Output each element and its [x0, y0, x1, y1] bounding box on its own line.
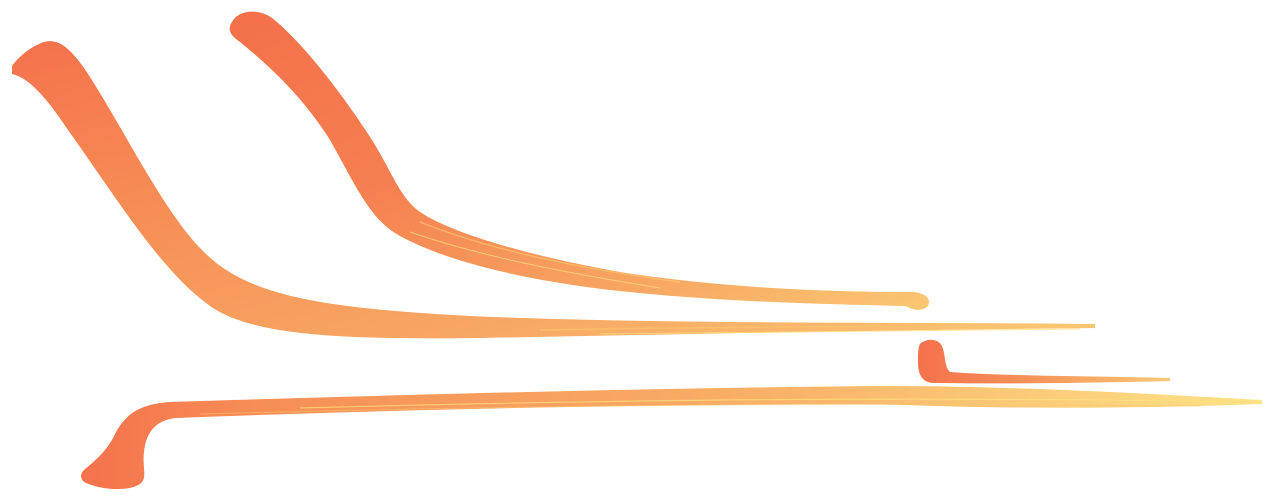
brush-stroke-long-curve — [12, 41, 1095, 339]
brush-stroke-short-hook — [918, 339, 1170, 384]
brush-stroke-bottom-sweep — [81, 386, 1262, 490]
brush-stroke-upper-curve — [229, 11, 930, 310]
